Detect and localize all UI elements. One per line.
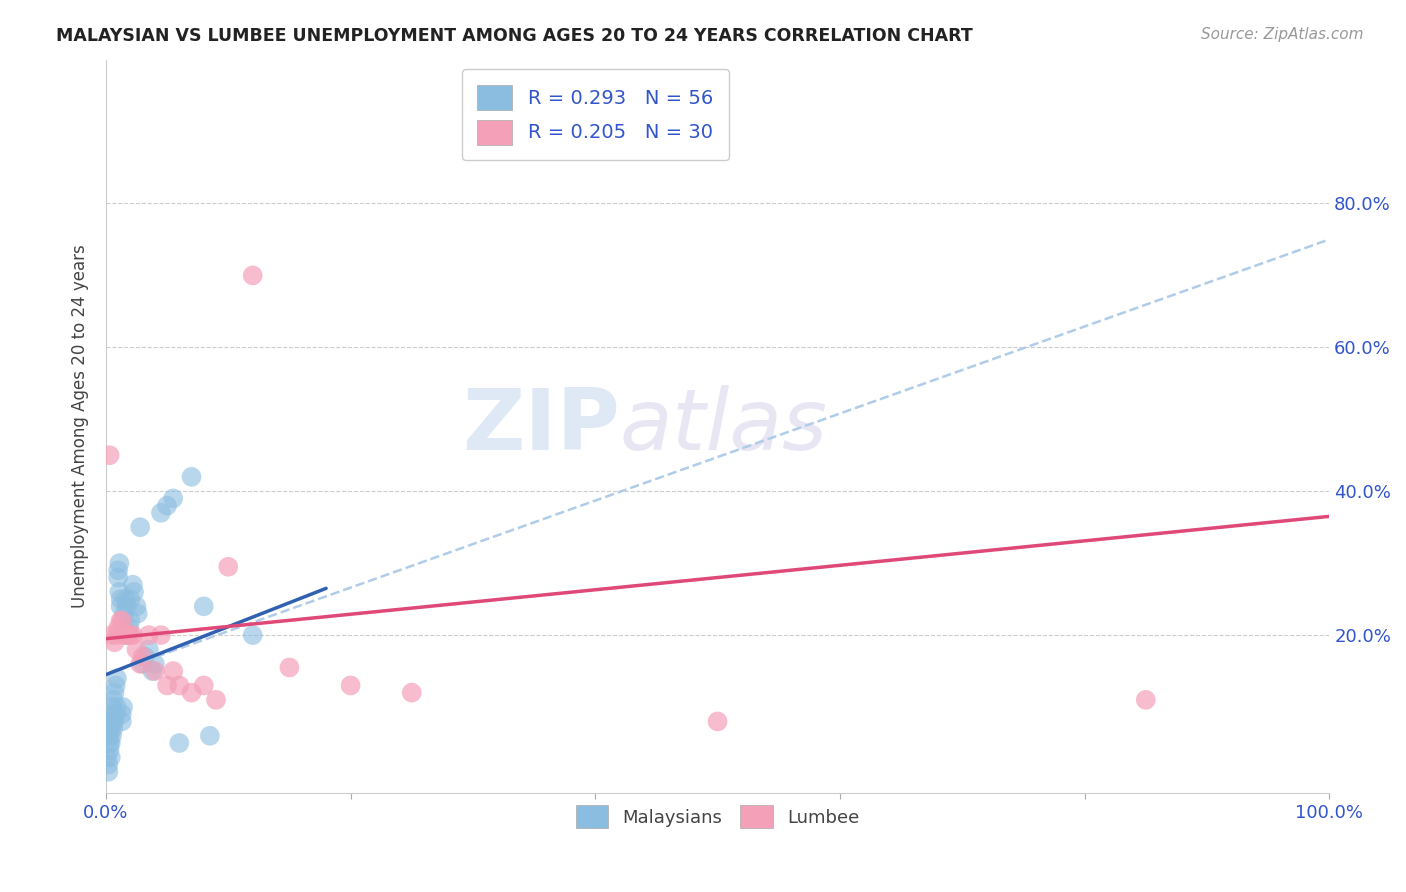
Point <box>104 678 127 692</box>
Point <box>110 599 132 614</box>
Point <box>115 599 138 614</box>
Point <box>100 722 122 736</box>
Point <box>278 660 301 674</box>
Point <box>169 736 191 750</box>
Point <box>101 729 124 743</box>
Point <box>120 628 142 642</box>
Point <box>134 649 156 664</box>
Point <box>156 499 179 513</box>
Point <box>121 628 143 642</box>
Point <box>120 592 142 607</box>
Point <box>138 642 160 657</box>
Point <box>114 592 136 607</box>
Point <box>112 700 135 714</box>
Point <box>180 470 202 484</box>
Point <box>115 628 138 642</box>
Point <box>100 750 122 764</box>
Point <box>105 628 128 642</box>
Point <box>1135 693 1157 707</box>
Point <box>121 578 143 592</box>
Point <box>138 628 160 642</box>
Point <box>103 693 125 707</box>
Point <box>143 657 166 671</box>
Point <box>101 628 124 642</box>
Point <box>242 628 264 642</box>
Point <box>125 642 148 657</box>
Point <box>129 520 152 534</box>
Point <box>162 664 184 678</box>
Point <box>103 686 125 700</box>
Point <box>169 678 191 692</box>
Point <box>131 649 153 664</box>
Point <box>104 707 127 722</box>
Point <box>112 607 135 621</box>
Point <box>111 614 134 628</box>
Text: ZIP: ZIP <box>463 385 620 468</box>
Text: MALAYSIAN VS LUMBEE UNEMPLOYMENT AMONG AGES 20 TO 24 YEARS CORRELATION CHART: MALAYSIAN VS LUMBEE UNEMPLOYMENT AMONG A… <box>56 27 973 45</box>
Point <box>149 628 172 642</box>
Point <box>100 736 122 750</box>
Point <box>101 700 124 714</box>
Point <box>193 599 215 614</box>
Point <box>706 714 728 729</box>
Point <box>98 736 121 750</box>
Point <box>111 707 134 722</box>
Point <box>101 714 124 729</box>
Point <box>156 678 179 692</box>
Point <box>107 570 129 584</box>
Point <box>217 559 239 574</box>
Point <box>339 678 361 692</box>
Text: Source: ZipAtlas.com: Source: ZipAtlas.com <box>1201 27 1364 42</box>
Legend: Malaysians, Lumbee: Malaysians, Lumbee <box>568 798 868 836</box>
Point <box>117 628 139 642</box>
Point <box>149 506 172 520</box>
Point <box>103 714 125 729</box>
Point <box>198 729 221 743</box>
Point <box>127 607 149 621</box>
Point <box>103 707 125 722</box>
Point <box>129 657 152 671</box>
Point <box>112 621 135 635</box>
Point <box>162 491 184 506</box>
Point <box>141 664 163 678</box>
Point <box>242 268 264 283</box>
Point <box>98 743 121 757</box>
Point <box>120 614 142 628</box>
Text: atlas: atlas <box>620 385 828 468</box>
Point <box>108 585 131 599</box>
Point <box>401 686 423 700</box>
Point <box>105 671 128 685</box>
Point <box>125 599 148 614</box>
Point <box>110 614 132 628</box>
Point <box>111 714 134 729</box>
Point <box>108 556 131 570</box>
Y-axis label: Unemployment Among Ages 20 to 24 years: Unemployment Among Ages 20 to 24 years <box>72 244 89 608</box>
Point <box>96 750 118 764</box>
Point <box>107 563 129 577</box>
Point <box>107 621 129 635</box>
Point <box>97 764 120 779</box>
Point <box>193 678 215 692</box>
Point <box>131 657 153 671</box>
Point <box>98 448 121 462</box>
Point <box>110 592 132 607</box>
Point <box>118 621 141 635</box>
Point <box>98 729 121 743</box>
Point <box>143 664 166 678</box>
Point <box>122 585 145 599</box>
Point <box>105 700 128 714</box>
Point <box>180 686 202 700</box>
Point <box>112 628 135 642</box>
Point <box>97 757 120 772</box>
Point <box>205 693 228 707</box>
Point <box>103 722 125 736</box>
Point <box>103 635 125 649</box>
